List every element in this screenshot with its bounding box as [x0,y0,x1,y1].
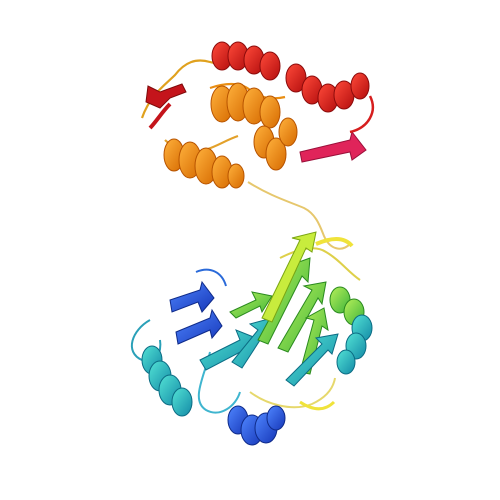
strand-red [148,102,172,130]
sheet-green [229,291,273,319]
lower-coil [249,377,336,409]
linker-coil [247,181,351,250]
helix-red-right [285,63,370,113]
lower-domain [130,231,373,446]
strand-yellow [299,400,336,411]
helix-red-top [211,41,281,81]
sheet-blue [175,308,223,345]
sheet-teal [285,333,339,387]
sheet-green [277,281,327,353]
strand-red [349,95,375,134]
strand-yellow [315,237,354,248]
sheet-blue [169,280,215,313]
upper-domain [140,41,375,189]
helix-blue-bottom [227,405,286,446]
sheet-red-left [145,83,187,109]
sheet-yellow-green [261,231,317,323]
helix-orange-left [163,138,245,189]
lower-coil [195,268,227,287]
helix-cyan-left [141,345,193,417]
helix-orange-right [253,117,298,171]
helix-orange-center [210,82,281,129]
helix-green-right [329,286,373,375]
lower-coil [197,351,241,414]
sheet-crimson [299,130,367,163]
